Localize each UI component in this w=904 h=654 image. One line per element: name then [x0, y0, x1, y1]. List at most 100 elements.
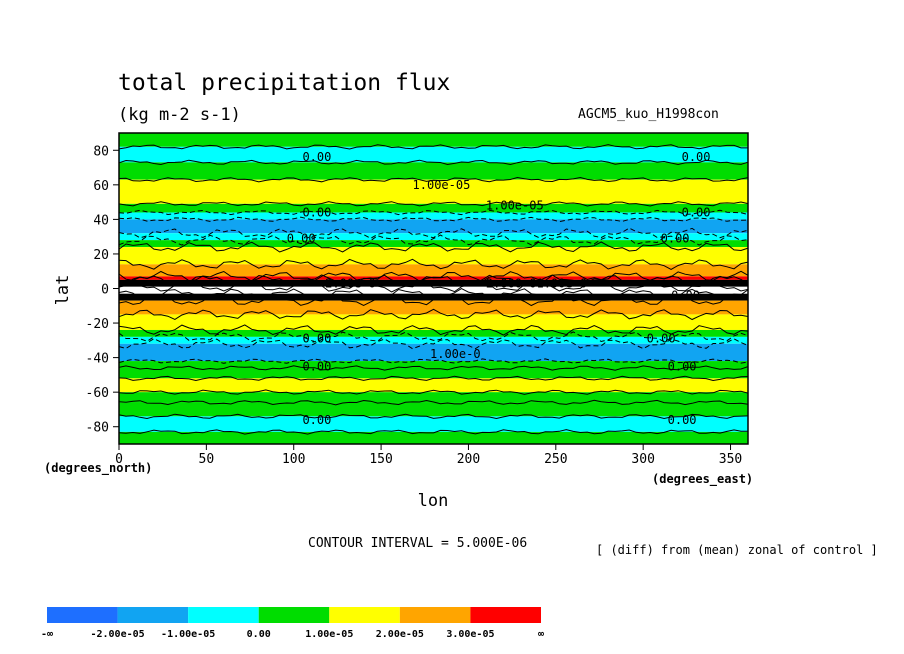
contour-label: 0.00 — [302, 413, 331, 427]
contour-line — [118, 331, 749, 343]
x-tick-label: 50 — [199, 452, 215, 467]
contour-label: 2.000-01.00e-0 — [486, 276, 587, 290]
contour-line — [118, 365, 749, 371]
contour-interval: CONTOUR INTERVAL = 5.000E-06 — [308, 536, 527, 551]
zonal-band — [119, 343, 748, 362]
y-tick-label: 0 — [101, 283, 109, 298]
zonal-band — [119, 416, 748, 432]
zonal-band — [119, 378, 748, 393]
y-unit-label: (degrees_north) — [44, 461, 152, 476]
contour-line — [118, 270, 749, 282]
y-axis-label: lat — [53, 275, 73, 306]
x-tick-label: 300 — [631, 452, 654, 467]
y-tick-label: -80 — [86, 421, 109, 436]
contour-label: 0.00 — [302, 205, 331, 219]
contour-line — [118, 234, 749, 246]
colorbar-label: -2.00e-05 — [90, 629, 144, 640]
colorbar-swatch — [470, 607, 541, 623]
chart-subtitle: (kg m-2 s-1) — [118, 105, 241, 125]
contour-line — [118, 176, 749, 183]
contour-line — [118, 201, 749, 207]
y-tick-label: 40 — [93, 213, 109, 228]
colorbar-swatch — [399, 607, 471, 623]
contour-line — [118, 375, 749, 382]
colorbar: -∞ -2.00e-05 -1.00e-05 0.00 1.00e-05 2.00e-05… — [41, 607, 544, 640]
contour-label: 0.00 — [647, 332, 676, 346]
y-axis: 80 60 40 20 0 -20 -40 -60 -80 — [86, 144, 119, 436]
contour-line — [118, 281, 749, 293]
zonal-band — [119, 361, 748, 368]
contour-line — [118, 209, 749, 216]
zonal-band — [119, 233, 748, 241]
zonal-band — [119, 133, 748, 147]
zonal-band — [119, 314, 748, 330]
zonal-band — [119, 203, 748, 213]
x-tick-label: 0 — [115, 452, 123, 467]
y-tick-label: -40 — [86, 352, 109, 367]
y-tick-label: -60 — [86, 386, 109, 401]
y-tick-label: -20 — [86, 317, 109, 332]
contour-label: 0.00 — [682, 150, 711, 164]
contour-label: 0.00 — [661, 231, 690, 245]
colorbar-label: 3.00e-05 — [446, 629, 494, 640]
zonal-band — [119, 431, 748, 444]
x-unit-label: (degrees_east) — [652, 472, 753, 487]
colorbar-label: -1.00e-05 — [161, 629, 215, 640]
contour-labels: 0.00 0.00 1.00e-05 1.00e-05 0.00 0.00 0.00 0.00… — [287, 150, 711, 427]
colorbar-swatch — [117, 607, 189, 623]
contour-label: 0.00 — [668, 359, 697, 373]
zonal-band — [119, 392, 748, 403]
contour-line — [118, 288, 749, 300]
colorbar-swatch — [47, 607, 118, 623]
x-tick-label: 350 — [719, 452, 742, 467]
colorbar-swatch — [258, 607, 330, 623]
zonal-band — [119, 300, 748, 315]
y-tick-label: 80 — [93, 144, 109, 159]
contour-line — [118, 258, 749, 270]
experiment-label: AGCM5_kuo_H1998con — [578, 107, 719, 122]
contour-label: 0.00 — [302, 359, 331, 373]
colorbar-label: 0.00 — [247, 629, 271, 640]
zonal-band — [119, 293, 748, 301]
contour-line — [118, 389, 749, 395]
x-tick-label: 100 — [282, 452, 305, 467]
x-axis: 0 50 100 150 200 250 300 350 — [115, 444, 742, 467]
contour-lines — [118, 144, 749, 435]
x-tick-label: 150 — [369, 452, 392, 467]
y-tick-label: 60 — [93, 179, 109, 194]
zonal-band — [119, 329, 748, 337]
zonal-band — [119, 212, 748, 220]
contour-line — [118, 358, 749, 364]
zonal-band — [119, 279, 748, 287]
contour-line — [118, 295, 749, 307]
y-tick-label: 20 — [93, 248, 109, 263]
zonal-band — [119, 402, 748, 417]
diff-note: [ (diff) from (mean) zonal of control ] — [596, 543, 878, 557]
zonal-band — [119, 247, 748, 265]
chart-title: total precipitation flux — [118, 70, 450, 96]
x-axis-label: lon — [418, 491, 449, 511]
zonal-band — [119, 367, 748, 379]
contour-line — [118, 399, 749, 406]
colorbar-label: ∞ — [538, 629, 544, 640]
contour-label: 1.00e-0 — [430, 347, 481, 361]
contour-line — [118, 274, 749, 286]
zonal-band — [119, 179, 748, 204]
contour-label: 0.00 — [302, 332, 331, 346]
contour-line — [118, 324, 749, 336]
x-tick-label: 200 — [457, 452, 480, 467]
contour-line — [118, 227, 749, 239]
contour-label: 1.00e-05 — [413, 178, 471, 192]
zonal-band — [119, 146, 748, 163]
contour-line — [118, 308, 749, 321]
colorbar-label: -∞ — [41, 629, 53, 640]
contour-label: 1.00e-05 — [486, 199, 544, 213]
contour-label: 0.00 — [682, 205, 711, 219]
contour-fill-area — [119, 133, 748, 444]
contour-label: 0.00 — [287, 231, 316, 245]
contour-label: 0.00 — [668, 413, 697, 427]
x-tick-label: 250 — [544, 452, 567, 467]
contour-line — [118, 338, 749, 350]
contour-line — [118, 429, 749, 435]
